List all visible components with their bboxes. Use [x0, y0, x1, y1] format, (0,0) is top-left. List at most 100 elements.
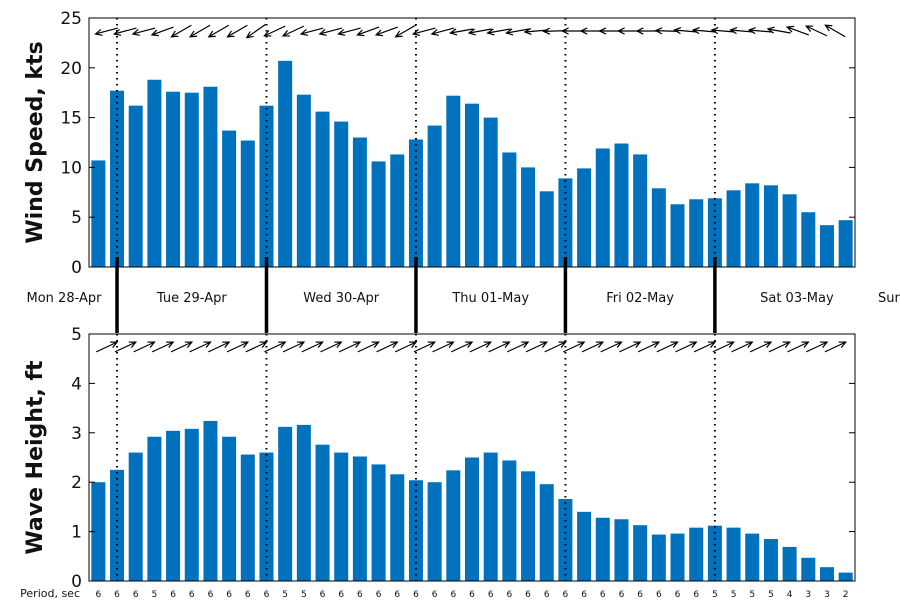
wave-direction-arrow — [133, 341, 156, 353]
wind-direction-arrows — [94, 23, 846, 39]
wind-bar — [838, 220, 853, 267]
wave-direction-arrow — [824, 341, 847, 353]
wind-bar — [408, 139, 423, 267]
period-value: 6 — [656, 590, 662, 600]
wind-bar — [240, 140, 255, 267]
wind-direction-arrow — [337, 27, 361, 36]
wind-bar — [819, 225, 834, 267]
wind-bar — [465, 103, 479, 267]
period-value: 6 — [563, 590, 569, 600]
wave-bar — [240, 454, 255, 581]
wind-bar — [315, 111, 330, 268]
period-value: 5 — [301, 590, 307, 600]
wind-direction-arrow — [299, 27, 324, 36]
wind-bar — [689, 199, 704, 267]
wave-direction-arrow — [413, 341, 436, 353]
wave-direction-arrow — [282, 341, 306, 353]
wave-y-tick-label: 3 — [71, 424, 82, 444]
period-value: 6 — [619, 590, 625, 600]
wave-bar — [614, 519, 629, 581]
period-value: 6 — [357, 590, 363, 600]
period-value: 6 — [226, 590, 232, 600]
wave-y-tick-label: 2 — [71, 473, 82, 493]
wind-bar — [539, 191, 554, 267]
wave-direction-arrow — [637, 341, 661, 353]
wave-bar — [352, 456, 367, 581]
wave-direction-arrow — [226, 341, 250, 353]
wave-bar — [259, 452, 274, 581]
period-value: 3 — [805, 590, 811, 600]
wave-bar — [147, 436, 162, 581]
wind-y-tick-label: 20 — [60, 59, 82, 79]
wave-direction-arrow — [693, 341, 717, 353]
wave-bar — [707, 525, 722, 581]
period-value: 6 — [432, 590, 438, 600]
wind-y-tick-label: 10 — [60, 158, 82, 178]
period-value: 6 — [544, 590, 550, 600]
wave-direction-arrow — [152, 341, 175, 353]
wave-direction-arrow — [320, 341, 343, 353]
wave-bar — [558, 499, 573, 581]
wave-direction-arrow — [301, 341, 324, 353]
period-value: 6 — [469, 590, 475, 600]
wave-bar — [838, 572, 853, 581]
wind-bar — [483, 117, 498, 267]
wave-bar — [483, 452, 498, 581]
wave-bar — [184, 428, 199, 581]
wind-direction-arrow — [654, 27, 679, 35]
wind-direction-arrow — [356, 26, 380, 37]
wave-direction-arrow — [600, 341, 623, 353]
wave-direction-arrow — [749, 341, 773, 353]
wind-bar — [633, 154, 648, 267]
period-value: 6 — [208, 590, 214, 600]
wave-bar — [465, 457, 479, 581]
period-value: 6 — [394, 590, 400, 600]
period-value: 6 — [600, 590, 606, 600]
period-value: 6 — [170, 590, 176, 600]
wind-plot-frame — [88, 17, 856, 268]
wind-bar — [352, 137, 367, 267]
period-value: 6 — [245, 590, 251, 600]
wind-direction-arrow — [318, 27, 343, 36]
wave-direction-arrow — [208, 341, 231, 353]
wave-direction-arrow — [563, 341, 586, 353]
period-value: 6 — [693, 590, 699, 600]
period-value: 6 — [338, 590, 344, 600]
wind-direction-arrow — [729, 26, 754, 35]
wind-direction-arrow — [188, 24, 211, 38]
wind-direction-arrow — [824, 24, 846, 38]
wind-bar — [745, 183, 760, 267]
wave-bar — [801, 557, 816, 581]
wind-bar — [577, 168, 592, 267]
wave-y-tick-label: 1 — [71, 523, 82, 543]
period-value: 6 — [413, 590, 419, 600]
wave-direction-arrow — [656, 341, 679, 353]
period-value: 6 — [189, 590, 195, 600]
period-value: 5 — [712, 590, 718, 600]
wave-bar — [633, 525, 648, 581]
wave-bar — [577, 511, 592, 581]
day-label: Fri 02-May — [606, 291, 674, 306]
wind-bar — [371, 161, 386, 267]
wave-direction-arrow — [170, 341, 194, 353]
wave-direction-arrow — [432, 341, 455, 353]
wind-direction-arrow — [245, 23, 266, 39]
wave-bar — [390, 474, 405, 581]
period-value: 6 — [95, 590, 101, 600]
wave-direction-arrows — [96, 341, 847, 353]
wave-direction-arrow — [450, 341, 474, 353]
wave-bar — [595, 517, 610, 581]
day-label: Tue 29-Apr — [156, 291, 227, 306]
wind-bar — [782, 194, 797, 267]
wind-bar — [707, 198, 722, 267]
wind-bar — [334, 121, 349, 267]
period-value: 6 — [507, 590, 513, 600]
wave-direction-arrow — [619, 341, 642, 353]
period-value: 6 — [450, 590, 456, 600]
wind-bar — [184, 92, 199, 267]
wind-bar — [502, 152, 517, 267]
wind-speed-panel: 0 5 10 15 20 25 Wind Speed, kts — [23, 9, 856, 278]
wind-direction-arrow — [263, 25, 286, 37]
wind-bar — [296, 94, 311, 267]
wind-direction-arrow — [448, 28, 474, 36]
